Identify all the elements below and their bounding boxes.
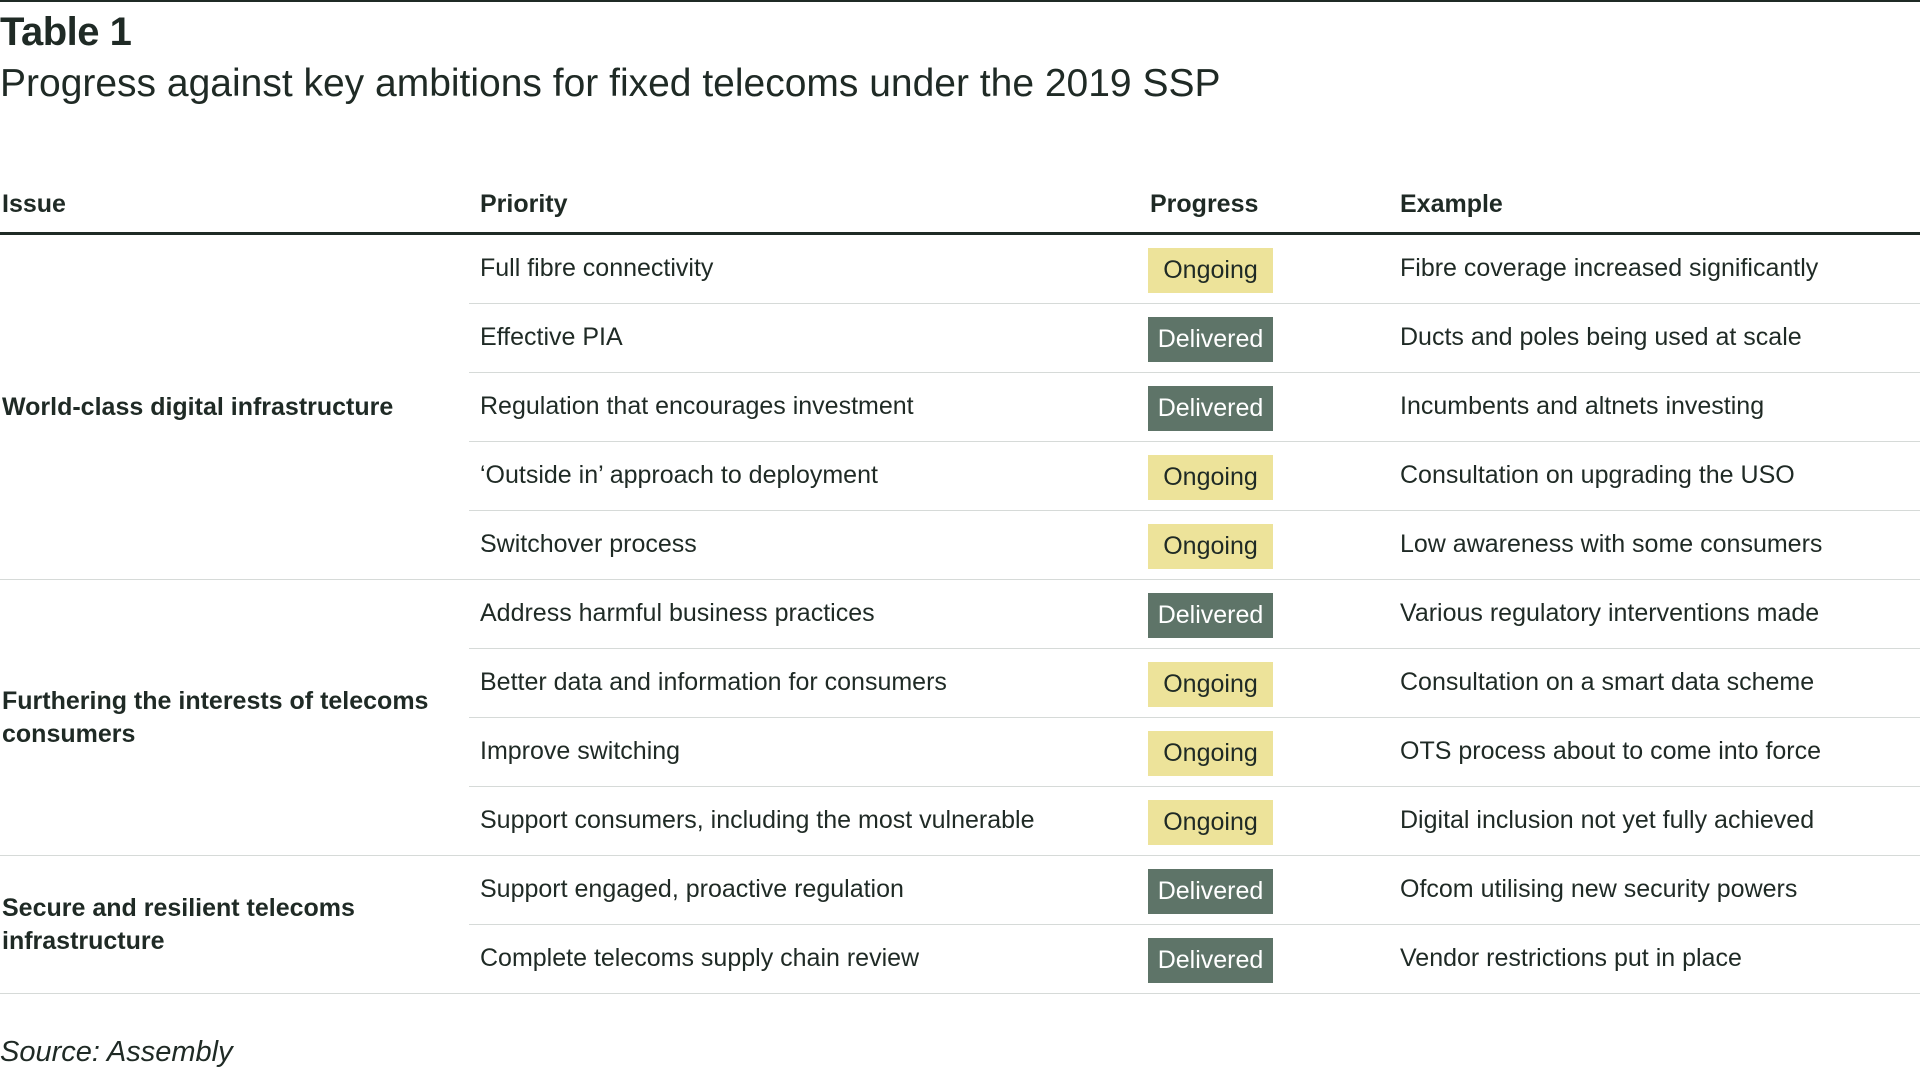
progress-badge: Ongoing (1148, 662, 1273, 707)
issue-cell: World-class digital infrastructure (2, 392, 394, 421)
priority-cell: Better data and information for consumer… (480, 668, 947, 696)
progress-badge: Ongoing (1148, 731, 1273, 776)
example-cell: Fibre coverage increased significantly (1400, 254, 1819, 282)
progress-badge: Delivered (1148, 593, 1273, 638)
progress-badge: Delivered (1148, 938, 1273, 983)
priority-cell: Complete telecoms supply chain review (480, 944, 920, 972)
table-row: ‘Outside in’ approach to deployment Ongoi… (469, 442, 1920, 511)
group-rows: Support engaged, proactive regulation Del… (469, 856, 1920, 993)
progress-badge: Ongoing (1148, 248, 1273, 293)
progress-badge: Delivered (1148, 386, 1273, 431)
table-row: Full fibre connectivity Ongoing Fibre cove… (469, 235, 1920, 304)
example-cell: Consultation on upgrading the USO (1400, 461, 1795, 489)
table-row: Complete telecoms supply chain review Del… (469, 925, 1920, 993)
header-example: Example (1400, 190, 1503, 218)
example-cell: Vendor restrictions put in place (1400, 944, 1742, 972)
example-cell: OTS process about to come into force (1400, 737, 1822, 765)
example-cell: Low awareness with some consumers (1400, 530, 1823, 558)
table-row: Address harmful business practices Delive… (469, 580, 1920, 649)
priority-cell: ‘Outside in’ approach to deployment (480, 461, 878, 489)
progress-badge: Delivered (1148, 869, 1273, 914)
table-row: Effective PIA Delivered Ducts and poles be… (469, 304, 1920, 373)
example-cell: Various regulatory interventions made (1400, 599, 1820, 627)
header-issue: Issue (2, 190, 66, 218)
table-row: Improve switching Ongoing OTS process abou… (469, 718, 1920, 787)
example-cell: Consultation on a smart data scheme (1400, 668, 1815, 696)
priority-cell: Full fibre connectivity (480, 254, 714, 282)
table-row: Support engaged, proactive regulation Del… (469, 856, 1920, 925)
progress-badge: Ongoing (1148, 524, 1273, 569)
priority-cell: Switchover process (480, 530, 697, 558)
group-rows: Full fibre connectivity Ongoing Fibre cove… (469, 235, 1920, 579)
priority-cell: Address harmful business practices (480, 599, 875, 627)
priority-cell: Improve switching (480, 737, 681, 765)
table-row: Switchover process Ongoing Low awareness w… (469, 511, 1920, 579)
priority-cell: Regulation that encourages investment (480, 392, 914, 420)
table-label: Table 1 (0, 10, 132, 54)
progress-badge: Ongoing (1148, 800, 1273, 845)
table-group: Furthering the interests of telecoms con… (0, 580, 1920, 856)
table-group: World-class digital infrastructure Full f… (0, 235, 1920, 580)
progress-badge: Delivered (1148, 317, 1273, 362)
table-group: Secure and resilient telecoms infrastruc… (0, 856, 1920, 994)
group-rows: Address harmful business practices Delive… (469, 580, 1920, 855)
table-row: Support consumers, including the most vu… (469, 787, 1920, 855)
example-cell: Incumbents and altnets investing (1400, 392, 1765, 420)
issue-cell: Furthering the interests of telecoms con… (2, 686, 429, 748)
table-title: Progress against key ambitions for fixed… (0, 62, 1221, 105)
table-header: Issue Priority Progress Example (0, 176, 1920, 235)
progress-badge: Ongoing (1148, 455, 1273, 500)
issue-cell: Secure and resilient telecoms infrastruc… (2, 893, 355, 955)
table-row: Regulation that encourages investment Del… (469, 373, 1920, 442)
example-cell: Ofcom utilising new security powers (1400, 875, 1798, 903)
priority-cell: Effective PIA (480, 323, 623, 351)
progress-table: Issue Priority Progress Example World-cl… (0, 176, 1920, 994)
example-cell: Ducts and poles being used at scale (1400, 323, 1802, 351)
table-body: World-class digital infrastructure Full f… (0, 235, 1920, 994)
header-progress: Progress (1150, 190, 1259, 218)
header-priority: Priority (480, 190, 568, 218)
top-rule (0, 0, 1920, 2)
example-cell: Digital inclusion not yet fully achieved (1400, 806, 1815, 834)
source-note: Source: Assembly (0, 1036, 233, 1068)
table-row: Better data and information for consumer… (469, 649, 1920, 718)
priority-cell: Support consumers, including the most vu… (480, 806, 1035, 834)
priority-cell: Support engaged, proactive regulation (480, 875, 904, 903)
